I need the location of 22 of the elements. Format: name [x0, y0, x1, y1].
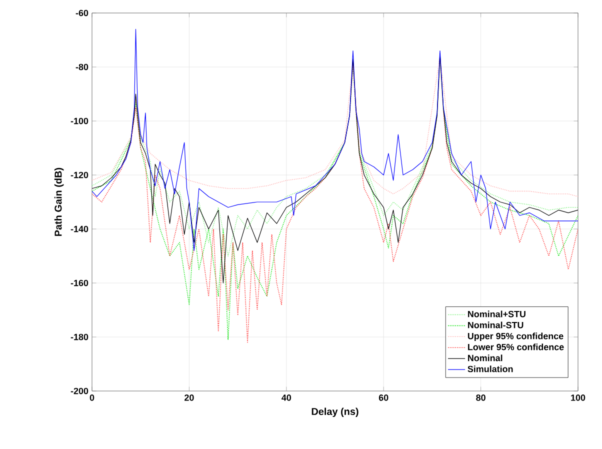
y-tick-label: -140 — [70, 226, 88, 232]
y-tick-label: -80 — [76, 64, 88, 70]
legend-label: Nominal-STU — [468, 322, 524, 328]
y-tick-label: -160 — [70, 280, 88, 286]
x-axis-title: Delay (ns) — [312, 408, 358, 417]
legend-label: Nominal+STU — [468, 310, 526, 318]
legend-label: Upper 95% confidence — [468, 332, 564, 342]
legend-label: Lower 95% confidence — [468, 344, 564, 350]
y-tick-label: -60 — [76, 10, 88, 16]
y-tick-label: -180 — [70, 334, 88, 340]
y-tick-label: -100 — [70, 118, 88, 124]
x-tick-label: 60 — [378, 394, 388, 401]
x-tick-label: 40 — [282, 394, 292, 401]
x-tick-label: 0 — [90, 394, 94, 401]
y-tick-label: -200 — [70, 388, 88, 394]
y-tick-label: -120 — [70, 172, 88, 178]
x-tick-label: 80 — [476, 394, 486, 401]
y-axis-title: Path Gain (dB) — [54, 168, 64, 236]
legend-label: Nominal — [468, 354, 502, 362]
x-tick-label: 20 — [184, 394, 194, 401]
legend-label: Simulation — [468, 366, 513, 372]
x-tick-label: 100 — [571, 394, 586, 401]
